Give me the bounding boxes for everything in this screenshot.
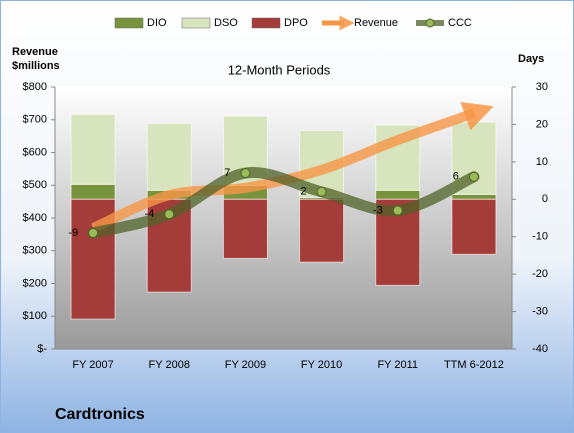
data-label: 6: [453, 171, 459, 183]
y2-tick-label: -10: [532, 231, 548, 243]
y-tick-label: $600: [23, 146, 47, 158]
x-tick-label: FY 2007: [72, 359, 113, 371]
data-label: -3: [373, 204, 383, 216]
ccc-point: [392, 205, 403, 216]
legend-swatch: [251, 17, 281, 29]
bar: [375, 189, 421, 200]
company-name: Cardtronics: [55, 406, 145, 423]
bar: [451, 193, 497, 200]
data-label: -4: [144, 208, 154, 220]
bar: [451, 198, 497, 255]
chart-title: 12-Month Periods: [228, 62, 331, 77]
legend-label: DPO: [284, 17, 308, 29]
legend-label: DSO: [214, 17, 238, 29]
y2-tick-label: 20: [536, 118, 548, 130]
y-tick-label: $100: [23, 310, 47, 322]
y-tick-label: $500: [23, 179, 47, 191]
x-tick-label: FY 2009: [225, 359, 266, 371]
y-axis-label: Revenue: [12, 46, 58, 58]
data-label: 2: [300, 186, 306, 198]
y2-tick-label: 30: [536, 81, 548, 93]
y-tick-label: $400: [23, 212, 47, 224]
bar: [222, 198, 268, 259]
legend-swatch: [114, 17, 144, 29]
y2-tick-label: -30: [532, 305, 548, 317]
y2-axis-label: Days: [518, 53, 544, 65]
x-tick-label: FY 2008: [149, 359, 190, 371]
y-tick-label: $700: [23, 114, 47, 126]
y2-tick-label: -40: [532, 343, 548, 355]
y-tick-label: $200: [23, 277, 47, 289]
legend-label: CCC: [448, 17, 472, 29]
ccc-point: [88, 227, 99, 238]
bar: [146, 122, 192, 191]
x-tick-label: TTM 6-2012: [444, 359, 504, 371]
y-tick-label: $-: [37, 343, 47, 355]
y-axis-label: $millions: [12, 60, 60, 72]
legend-swatch: [425, 18, 435, 28]
bar: [299, 198, 345, 263]
y2-tick-label: 0: [542, 193, 548, 205]
legend-swatch: [181, 17, 211, 29]
ccc-point: [240, 168, 251, 179]
ccc-point: [468, 171, 479, 182]
ccc-point: [316, 186, 327, 197]
y-tick-label: $800: [23, 81, 47, 93]
y-tick-label: $300: [23, 245, 47, 257]
x-tick-label: FY 2010: [301, 359, 342, 371]
data-label: -9: [68, 227, 78, 239]
legend-label: Revenue: [354, 17, 398, 29]
bar: [70, 183, 116, 200]
y2-tick-label: 10: [536, 156, 548, 168]
data-label: 7: [224, 167, 230, 179]
legend-label: DIO: [147, 17, 167, 29]
ccc-point: [164, 209, 175, 220]
bar: [70, 113, 116, 185]
y2-tick-label: -20: [532, 268, 548, 280]
x-tick-label: FY 2011: [377, 359, 418, 371]
